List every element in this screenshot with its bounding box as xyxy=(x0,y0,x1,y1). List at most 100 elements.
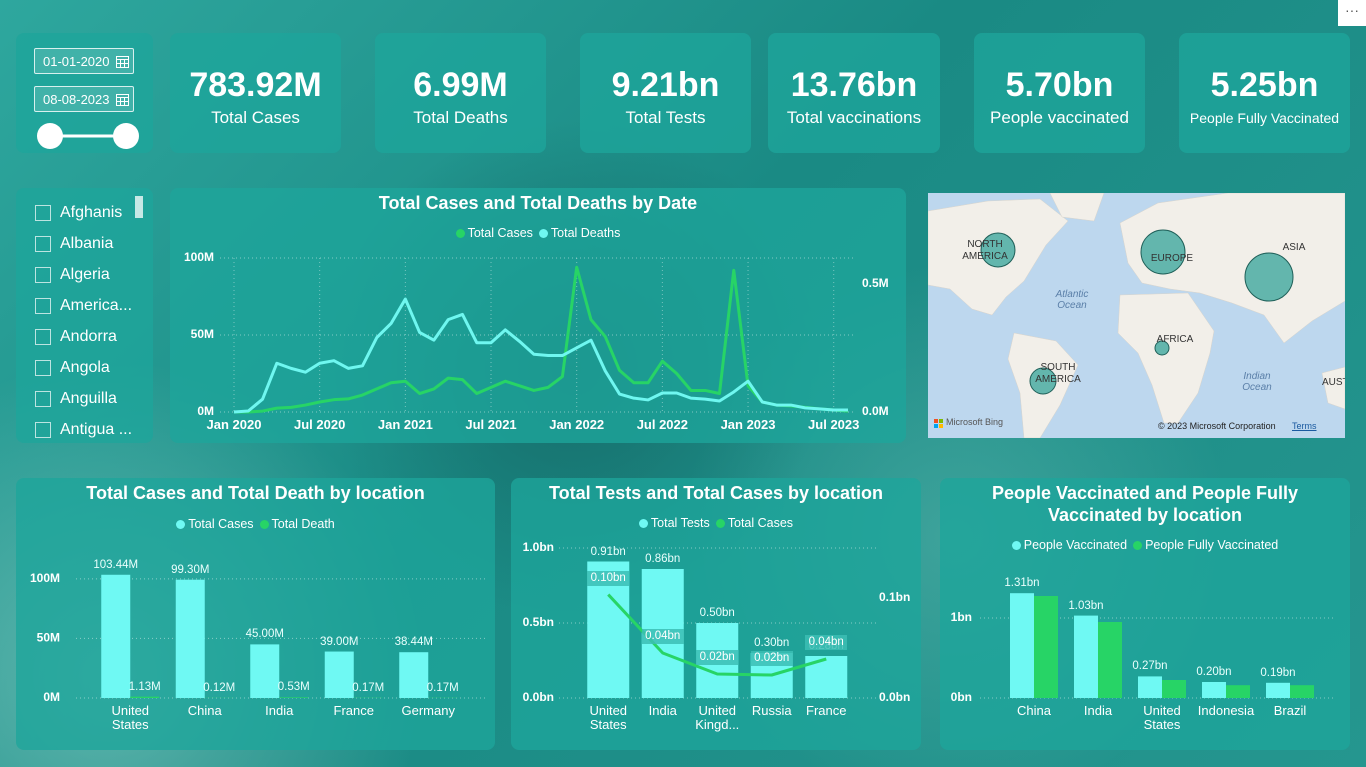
bar xyxy=(279,697,309,698)
data-label: 0.50bn xyxy=(699,607,735,619)
checkbox[interactable] xyxy=(35,298,51,314)
country-name: Angola xyxy=(60,359,110,376)
y-tick-label: 1.0bn xyxy=(523,540,554,554)
checkbox[interactable] xyxy=(35,205,51,221)
data-label: 39.00M xyxy=(320,635,359,648)
x-tick-label: United States xyxy=(111,703,150,732)
legend: Total Cases Total Deaths xyxy=(170,225,906,241)
legend: People Vaccinated People Fully Vaccinated xyxy=(940,537,1350,553)
y-tick-label: 1bn xyxy=(951,610,972,624)
bar xyxy=(399,652,429,698)
legend-swatch xyxy=(638,518,648,528)
start-date[interactable]: 01-01-2020 xyxy=(34,48,134,74)
slider-handle-start[interactable] xyxy=(37,123,63,149)
plot: 0M 50M 100M xyxy=(30,571,488,704)
data-label: 0.91bn xyxy=(590,545,626,558)
x-tick-label: Jul 2021 xyxy=(465,417,517,432)
kpi-card: 13.76bn Total vaccinations xyxy=(768,33,940,153)
legend-item[interactable]: People Fully Vaccinated xyxy=(1133,537,1278,553)
bar xyxy=(101,574,131,698)
map: Microsoft Bing © 2023 Microsoft Corporat… xyxy=(928,193,1345,438)
y-tick-label: 100M xyxy=(184,250,214,264)
x-tick-label: Indonesia xyxy=(1197,703,1255,718)
y-tick-label: 50M xyxy=(37,631,60,645)
logo-mark xyxy=(934,419,938,423)
x-tick-label: Jul 2023 xyxy=(808,417,860,432)
region-label: SOUTH AMERICA xyxy=(1035,362,1081,385)
legend-item[interactable]: Total Deaths xyxy=(538,225,621,241)
more-options[interactable]: ··· xyxy=(1338,0,1366,26)
end-date-text: 08-08-2023 xyxy=(43,92,110,107)
land xyxy=(1119,193,1345,344)
legend-swatch xyxy=(176,519,186,529)
legend-item[interactable]: Total Cases xyxy=(455,225,533,241)
data-label: 0.53M xyxy=(277,681,310,694)
bar xyxy=(1266,682,1290,698)
region-label: AFRICA xyxy=(1156,334,1194,345)
data-label: 0.04bn xyxy=(641,629,684,644)
bubble xyxy=(1140,229,1186,275)
y-tick-label: 100M xyxy=(30,571,60,585)
legend-item[interactable]: Total Tests xyxy=(638,515,710,531)
legend-item[interactable]: Total Cases xyxy=(715,515,793,531)
end-date[interactable]: 08-08-2023 xyxy=(34,86,134,112)
checkbox[interactable] xyxy=(35,236,51,252)
map-canvas xyxy=(928,193,1345,438)
y-tick-label: 0bn xyxy=(951,690,972,704)
legend: Total Tests Total Cases xyxy=(511,515,921,531)
country-name: Anguilla xyxy=(60,390,117,407)
data-label: 0.10bn xyxy=(587,570,630,586)
legend-swatch xyxy=(538,228,548,238)
tests-cases-by-location: 0.0bn 0.5bn 1.0bn 0.0bn 0.1bn Total Tests and… xyxy=(511,478,921,750)
checkbox[interactable] xyxy=(35,360,51,376)
legend-swatch xyxy=(455,228,465,238)
data-label: 0.86bn xyxy=(645,553,681,565)
y-tick-label: 0.5bn xyxy=(523,615,554,629)
region-label: EUROPE xyxy=(1150,253,1194,264)
chart-title: Total Cases and Total Deaths by Date xyxy=(378,193,698,213)
region-label: NORTH AMERICA xyxy=(962,239,1008,262)
x-tick-label: Jan 2022 xyxy=(549,417,605,432)
legend: Total Cases Total Death xyxy=(16,516,495,532)
legend-label: Total Tests xyxy=(650,516,710,530)
map-edge-label: AUST xyxy=(1322,377,1345,388)
kpi-value: 13.76bn xyxy=(790,66,918,104)
calendar-icon xyxy=(116,56,129,68)
legend-item[interactable]: People Vaccinated xyxy=(1011,537,1127,553)
checkbox[interactable] xyxy=(35,391,51,407)
legend-item[interactable]: Total Death xyxy=(259,516,335,532)
slider-handle-end[interactable] xyxy=(113,123,139,149)
legend-label: Total Deaths xyxy=(550,226,621,240)
bar xyxy=(130,696,160,698)
y-tick-label: 0M xyxy=(43,690,60,704)
x-tick-label: Germany xyxy=(401,703,455,718)
kpi-label: Total Cases xyxy=(211,108,300,127)
kpi-value: 5.25bn xyxy=(1210,66,1319,104)
data-label: 0.17M xyxy=(426,681,459,694)
kpi-label: Total vaccinations xyxy=(786,108,922,127)
bar xyxy=(1074,615,1098,698)
checkbox[interactable] xyxy=(35,422,51,438)
legend-item[interactable]: Total Cases xyxy=(176,516,254,532)
kpi-card: 6.99M Total Deaths xyxy=(375,33,546,153)
bar xyxy=(1098,622,1122,698)
country-slicer: Afghanis Albania Algeria America... Andorra A… xyxy=(16,188,153,443)
logo-mark xyxy=(934,424,938,428)
x-tick-label: United States xyxy=(1143,703,1181,732)
checkbox[interactable] xyxy=(35,329,51,345)
logo-mark xyxy=(939,424,943,428)
kpi-card: 5.25bn People Fully Vaccinated xyxy=(1179,33,1350,153)
data-label: 0.30bn xyxy=(754,637,790,649)
scrollbar-thumb[interactable] xyxy=(135,196,143,218)
checkbox[interactable] xyxy=(35,267,51,283)
x-tick-label: Jan 2020 xyxy=(206,417,262,432)
kpi-card: 783.92M Total Cases xyxy=(170,33,341,153)
x-tick-label: Jul 2022 xyxy=(636,417,689,432)
bar xyxy=(250,644,280,698)
legend-swatch xyxy=(259,519,269,529)
kpi-value: 6.99M xyxy=(413,66,508,104)
map-terms[interactable]: Terms xyxy=(1292,421,1317,431)
data-label: 45.00M xyxy=(245,628,284,641)
bar xyxy=(1034,596,1058,698)
date-range-slider xyxy=(37,123,139,149)
